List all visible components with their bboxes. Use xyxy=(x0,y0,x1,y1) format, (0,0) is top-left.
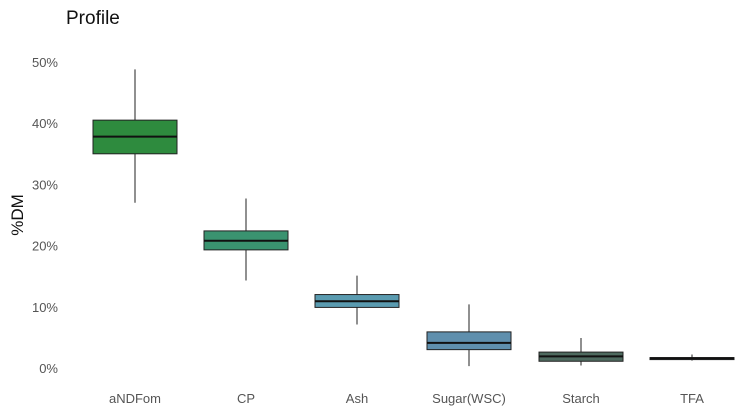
x-tick-label: aNDFom xyxy=(109,391,161,406)
y-axis-label: %DM xyxy=(8,194,27,236)
x-tick-label: Starch xyxy=(562,391,600,406)
box-body xyxy=(426,331,512,351)
box-ash xyxy=(314,275,400,325)
x-tick-label: CP xyxy=(237,391,255,406)
x-tick-label: Sugar(WSC) xyxy=(432,391,506,406)
y-tick-label: 40% xyxy=(32,116,58,131)
y-tick-label: 0% xyxy=(39,361,58,376)
box-cp xyxy=(203,198,289,281)
y-tick-label: 20% xyxy=(32,239,58,254)
box-sugar-wsc- xyxy=(426,304,512,367)
y-tick-label: 30% xyxy=(32,177,58,192)
y-tick-label: 50% xyxy=(32,55,58,70)
box-andfom xyxy=(92,69,178,203)
boxes-group xyxy=(92,69,735,367)
y-axis-ticks: 0% 10% 20% 30% 40% 50% xyxy=(32,55,58,376)
x-tick-label: Ash xyxy=(346,391,368,406)
x-tick-label: TFA xyxy=(680,391,704,406)
box-tfa xyxy=(649,354,735,361)
y-tick-label: 10% xyxy=(32,300,58,315)
chart-title: Profile xyxy=(66,8,120,29)
x-axis-ticks: aNDFom CP Ash Sugar(WSC) Starch TFA xyxy=(109,391,704,406)
box-starch xyxy=(538,338,624,366)
